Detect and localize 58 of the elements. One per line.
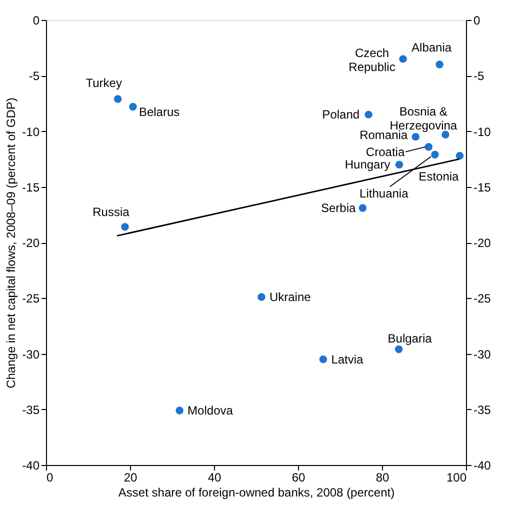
- y2-tick-label: -10: [474, 124, 492, 139]
- point: [114, 95, 122, 103]
- y-tick-label: 0: [32, 14, 40, 28]
- y-tick-label: -30: [22, 347, 40, 362]
- annotation: Bosnia & Herzegovina: [390, 104, 458, 133]
- point: [129, 102, 137, 111]
- point: [456, 152, 464, 160]
- y2-tick-label: -15: [474, 180, 492, 194]
- y2-tick-label: -40: [474, 458, 492, 472]
- y-tick-label: -35: [22, 402, 40, 417]
- y2-tick-label: 0: [474, 14, 480, 28]
- point: [436, 60, 444, 68]
- point: [394, 345, 403, 354]
- annotation: Hungary: [344, 158, 390, 172]
- x-tick-label: 20: [124, 470, 138, 484]
- y-tick-label: -20: [22, 236, 40, 250]
- annotation: Russia: [92, 204, 130, 219]
- y-tick-label: -15: [22, 180, 40, 194]
- x-axis-title: Asset share of foreign-owned banks, 2008 (percent): [118, 486, 395, 500]
- point: [399, 55, 407, 63]
- annotation: Czech Republic: [348, 46, 396, 74]
- point: [412, 132, 420, 141]
- x-tick-label: 40: [208, 470, 222, 484]
- y2-tick-label: -20: [474, 236, 492, 250]
- point: [358, 204, 367, 212]
- annotation: Latvia: [331, 352, 364, 366]
- x-tick-label: 0: [46, 470, 54, 484]
- y2-tick-label: -35: [474, 402, 492, 417]
- annotation: Bulgaria: [388, 331, 432, 346]
- y-axis-title: Change in net capital flows, 2008–09 (percent of GDP): [4, 98, 18, 388]
- annotation: Belarus: [138, 104, 180, 119]
- annotation: Turkey: [86, 76, 122, 90]
- y-tick-label: -25: [22, 292, 40, 306]
- annotation: Croatia: [366, 144, 405, 159]
- x-tick-label: 60: [292, 470, 306, 484]
- x-tick-label: 100: [446, 470, 467, 484]
- y2-tick-label: -5: [474, 69, 484, 84]
- annotation: Moldova: [188, 403, 234, 418]
- annotation: Albania: [412, 40, 452, 54]
- point: [431, 150, 439, 158]
- annotation: Estonia: [418, 170, 460, 184]
- annotation: Serbia: [320, 201, 356, 216]
- point: [364, 110, 372, 118]
- point: [121, 223, 129, 231]
- y-tick-label: -10: [22, 124, 40, 139]
- point: [176, 406, 184, 414]
- y2-tick-label: -30: [474, 347, 492, 362]
- point: [319, 355, 328, 364]
- y-tick-label: -40: [22, 458, 40, 472]
- point: [395, 160, 404, 168]
- y2-tick-label: -25: [474, 292, 492, 306]
- annotation: Lithuania: [360, 186, 409, 201]
- point: [424, 142, 432, 151]
- y-tick-label: -5: [28, 69, 40, 84]
- point: [258, 293, 266, 301]
- annotation: Poland: [322, 108, 360, 122]
- annotation: Ukraine: [269, 290, 312, 304]
- x-tick-label: 80: [376, 470, 390, 484]
